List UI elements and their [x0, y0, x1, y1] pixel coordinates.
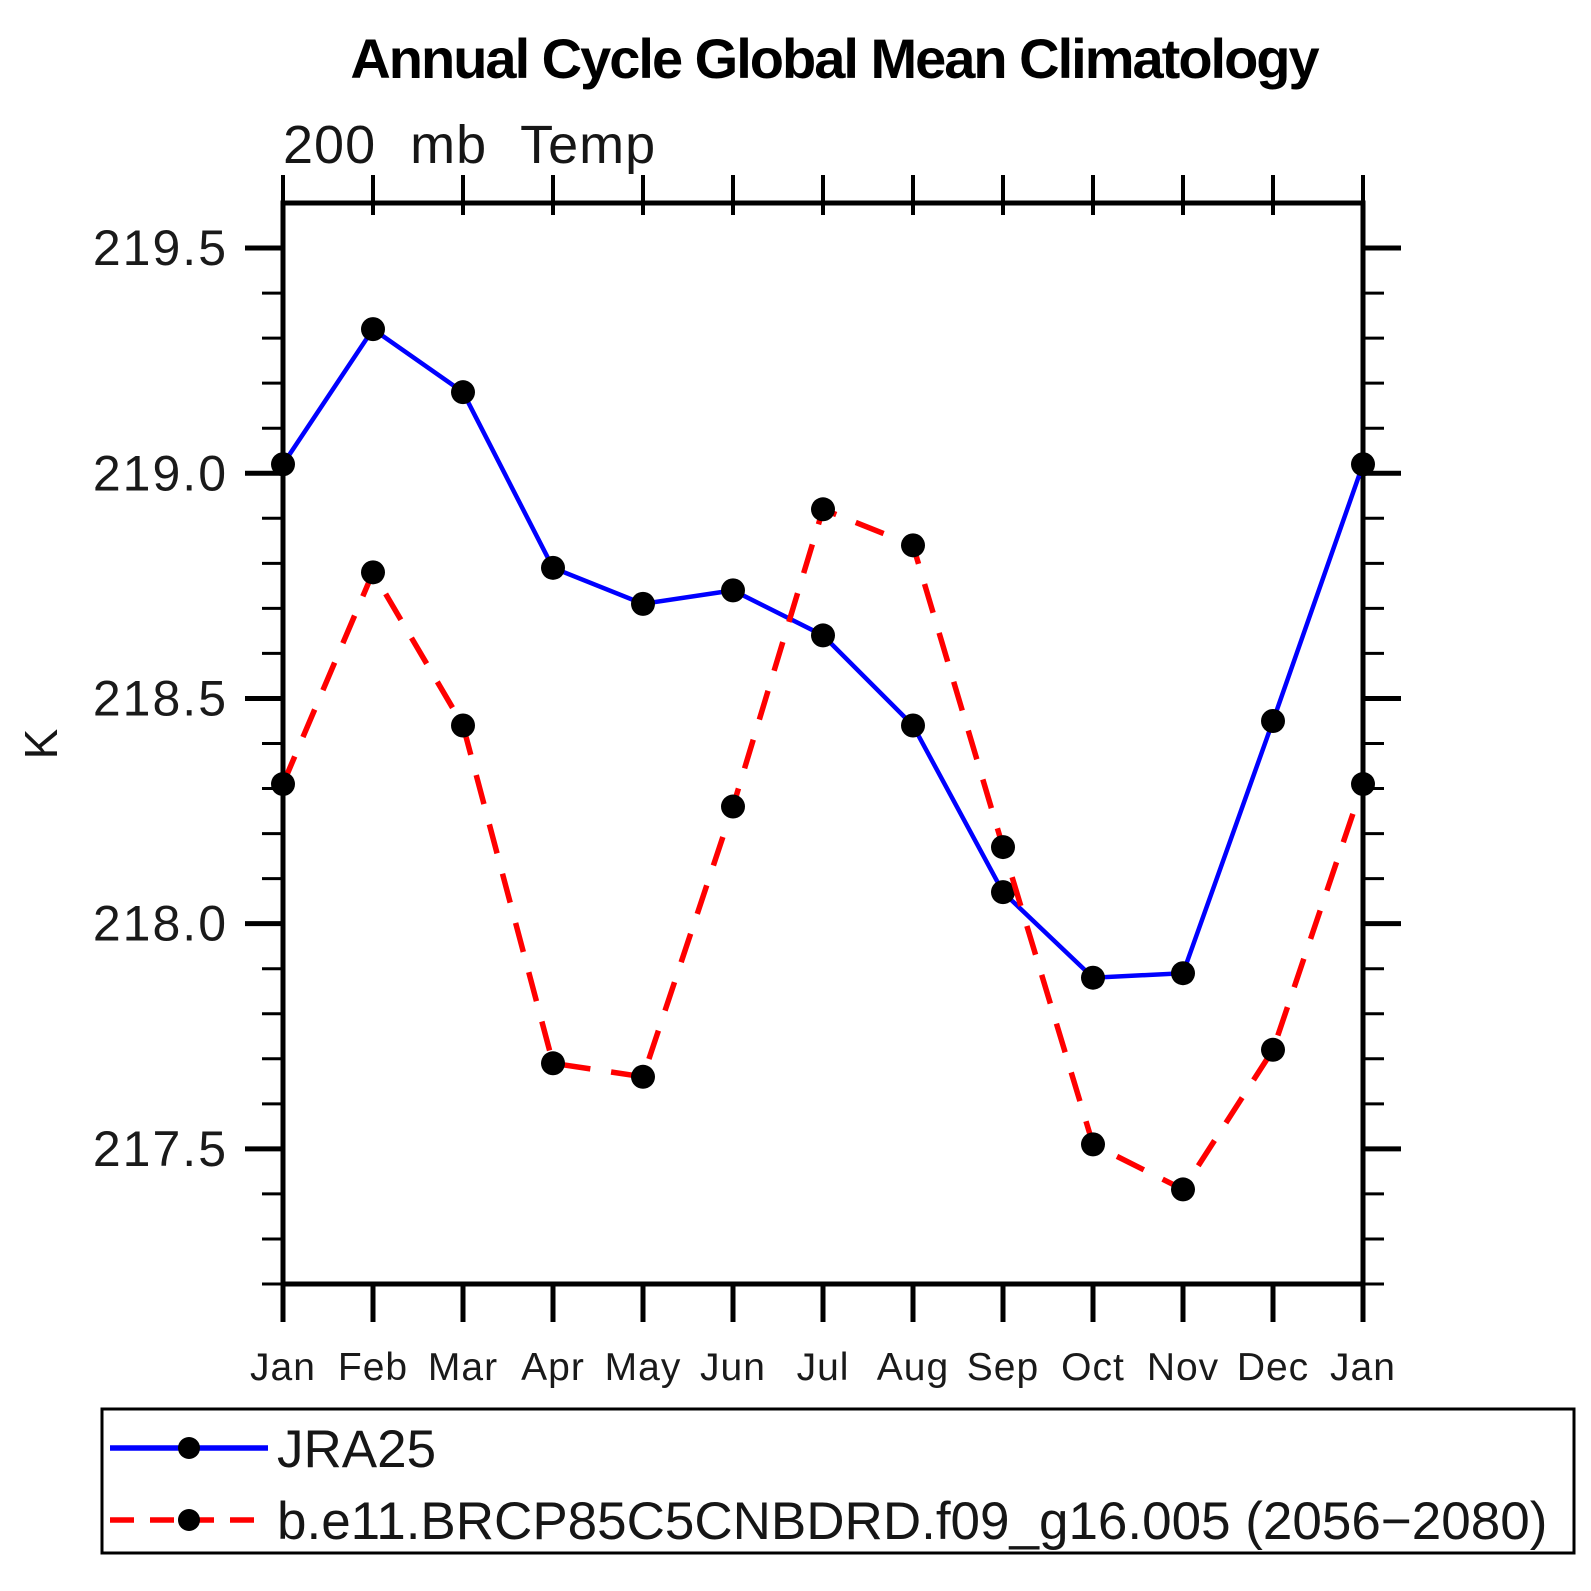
data-point: [811, 497, 835, 522]
y-tick-label: 219.0: [93, 445, 228, 501]
data-point: [1171, 961, 1195, 986]
data-point: [451, 713, 475, 738]
legend-label-model: b.e11.BRCP85C5CNBDRD.f09_g16.005 (2056−2…: [277, 1492, 1547, 1551]
plot-area: Jan Feb Mar Apr May Jun Jul Aug Sep Oct Nov Dec Jan 2…: [93, 175, 1401, 1389]
data-point: [451, 380, 475, 405]
x-tick-label: Feb: [338, 1346, 408, 1389]
series-line-1: [280, 505, 1366, 1193]
data-point: [1171, 1177, 1195, 1202]
data-point: [721, 794, 745, 819]
data-point: [1081, 965, 1105, 990]
y-tick-label: 219.5: [93, 220, 228, 276]
data-point: [541, 1051, 565, 1076]
legend-box: [100, 1407, 1576, 1555]
data-point: [991, 835, 1015, 860]
data-point: [631, 1064, 655, 1089]
data-point: [901, 713, 925, 738]
y-tick-label: 218.0: [93, 896, 228, 952]
x-tick-label: Dec: [1237, 1346, 1309, 1389]
x-tick-label: Aug: [877, 1346, 949, 1389]
data-point: [271, 772, 295, 797]
y-tick-label: 217.5: [93, 1121, 228, 1177]
legend-marker-icon: [178, 1509, 200, 1531]
x-tick-label: May: [605, 1346, 682, 1389]
data-point: [541, 555, 565, 580]
x-tick-label: Jan: [250, 1346, 316, 1389]
x-tick-label: Nov: [1147, 1346, 1219, 1389]
data-point: [361, 560, 385, 585]
chart-subtitle: 200 mb Temp: [283, 115, 656, 175]
x-tick-label: Apr: [521, 1346, 585, 1389]
x-tick-label: Jul: [797, 1346, 850, 1389]
data-point: [1351, 772, 1375, 797]
series-line-0: [281, 325, 1366, 981]
x-tick-label: Jun: [700, 1346, 766, 1389]
y-tick-label: 218.5: [93, 670, 228, 726]
data-point: [1261, 1037, 1285, 1062]
data-point: [721, 578, 745, 603]
legend-item-jra25: JRA25: [110, 1420, 436, 1479]
data-point: [1261, 708, 1285, 733]
chart-title: Annual Cycle Global Mean Climatology: [350, 27, 1319, 90]
data-point: [271, 452, 295, 477]
y-axis-label: K: [15, 728, 67, 759]
data-point: [1351, 452, 1375, 477]
data-point: [361, 317, 385, 342]
data-point: [811, 623, 835, 648]
legend: JRA25 b.e11.BRCP85C5CNBDRD.f09_g16.005 (…: [100, 1407, 1576, 1555]
x-tick-label: Jan: [1330, 1346, 1396, 1389]
data-point: [1081, 1132, 1105, 1157]
legend-item-model: b.e11.BRCP85C5CNBDRD.f09_g16.005 (2056−2…: [110, 1492, 1547, 1551]
legend-marker-icon: [178, 1437, 200, 1459]
data-point: [991, 880, 1015, 905]
x-tick-label: Oct: [1061, 1346, 1125, 1389]
data-point: [901, 533, 925, 558]
x-tick-label: Mar: [428, 1346, 498, 1389]
data-point: [631, 591, 655, 616]
x-tick-label: Sep: [967, 1346, 1039, 1389]
legend-label-jra25: JRA25: [277, 1420, 436, 1479]
plot-frame: [280, 200, 1366, 1287]
